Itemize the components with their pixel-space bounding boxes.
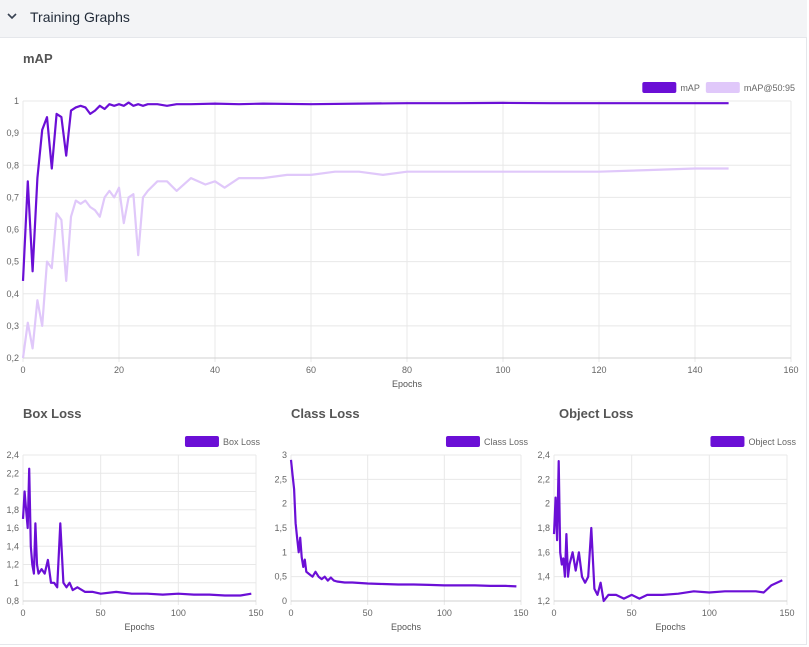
x-tick-label: 0 <box>20 365 25 375</box>
x-axis-label: Epochs <box>392 379 423 389</box>
section-title: Training Graphs <box>30 9 130 25</box>
class-loss-chart: 0 0,5 1 1,5 2 2,5 3 0 50 100 150 Epochs Class Loss <box>274 436 529 632</box>
y-tick-label: 1,4 <box>537 572 550 582</box>
y-tick-label: 0,4 <box>6 289 19 299</box>
x-tick-label: 150 <box>513 608 528 618</box>
class-loss-chart-title: Class Loss <box>291 406 360 421</box>
y-tick-label: 0,6 <box>6 225 19 235</box>
y-tick-label: 1,2 <box>537 596 550 606</box>
x-tick-label: 50 <box>627 608 637 618</box>
legend-swatch[interactable] <box>710 436 745 447</box>
legend-swatch[interactable] <box>642 82 677 93</box>
x-tick-label: 100 <box>437 608 452 618</box>
y-tick-label: 1 <box>14 578 19 588</box>
box-loss-chart-title: Box Loss <box>23 406 82 421</box>
y-tick-label: 1,6 <box>537 547 550 557</box>
x-tick-label: 60 <box>306 365 316 375</box>
x-tick-label: 100 <box>495 365 510 375</box>
training-graphs-panel: mAP Box Loss Class Loss Object Loss <box>0 38 807 645</box>
object-loss-chart-title: Object Loss <box>559 406 634 421</box>
legend-swatch[interactable] <box>184 436 219 447</box>
y-tick-label: 1,4 <box>6 541 19 551</box>
x-tick-label: 50 <box>96 608 106 618</box>
series-line <box>21 101 729 281</box>
series-line <box>289 459 517 588</box>
legend-label: Class Loss <box>484 437 529 447</box>
legend-label: mAP <box>680 83 700 93</box>
x-tick-label: 50 <box>363 608 373 618</box>
y-tick-label: 1,6 <box>6 523 19 533</box>
x-tick-label: 0 <box>20 608 25 618</box>
x-tick-label: 20 <box>114 365 124 375</box>
y-tick-label: 2,2 <box>6 468 19 478</box>
series-line <box>552 459 783 603</box>
y-tick-label: 1,2 <box>6 560 19 570</box>
x-tick-label: 0 <box>288 608 293 618</box>
x-axis-label: Epochs <box>655 622 686 632</box>
y-tick-label: 1 <box>282 547 287 557</box>
legend-swatch[interactable] <box>705 82 740 93</box>
x-tick-label: 150 <box>779 608 794 618</box>
x-tick-label: 140 <box>687 365 702 375</box>
legend-label: mAP@50:95 <box>744 83 795 93</box>
x-tick-label: 150 <box>248 608 263 618</box>
y-tick-label: 0,7 <box>6 192 19 202</box>
x-tick-label: 160 <box>783 365 798 375</box>
legend-label: Object Loss <box>748 437 796 447</box>
y-tick-label: 0,5 <box>274 572 287 582</box>
x-tick-label: 0 <box>551 608 556 618</box>
x-tick-label: 80 <box>402 365 412 375</box>
y-tick-label: 2 <box>282 499 287 509</box>
box-loss-chart: 0,8 1 1,2 1,4 1,6 1,8 2 2,2 2,4 0 50 100 150 Epochs Bo… <box>6 436 264 632</box>
x-tick-label: 100 <box>171 608 186 618</box>
y-tick-label: 0,3 <box>6 321 19 331</box>
x-axis-label: Epochs <box>124 622 155 632</box>
y-tick-label: 0,9 <box>6 128 19 138</box>
y-tick-label: 2,4 <box>537 450 550 460</box>
legend-label: Box Loss <box>223 437 261 447</box>
y-tick-label: 2 <box>14 487 19 497</box>
y-tick-label: 1,8 <box>537 523 550 533</box>
y-tick-label: 2,2 <box>537 474 550 484</box>
y-tick-label: 2 <box>545 499 550 509</box>
y-tick-label: 0 <box>282 596 287 606</box>
series-line <box>21 467 252 597</box>
y-tick-label: 0,8 <box>6 596 19 606</box>
y-tick-label: 2,5 <box>274 474 287 484</box>
y-tick-label: 0,2 <box>6 353 19 363</box>
section-header[interactable]: Training Graphs <box>0 0 807 38</box>
y-tick-label: 0,8 <box>6 160 19 170</box>
y-tick-label: 3 <box>282 450 287 460</box>
x-tick-label: 120 <box>591 365 606 375</box>
chevron-down-icon[interactable] <box>6 10 18 22</box>
y-tick-label: 0,5 <box>6 257 19 267</box>
series-line <box>21 167 729 359</box>
y-tick-label: 1,8 <box>6 505 19 515</box>
x-tick-label: 100 <box>702 608 717 618</box>
y-tick-label: 1,5 <box>274 523 287 533</box>
y-tick-label: 2,4 <box>6 450 19 460</box>
map-chart: 0,2 0,3 0,4 0,5 0,6 0,7 0,8 0,9 1 0 20 40 60 80 100 120… <box>6 82 799 389</box>
x-tick-label: 40 <box>210 365 220 375</box>
map-chart-title: mAP <box>23 51 53 66</box>
y-tick-label: 1 <box>14 96 19 106</box>
object-loss-chart: 1,2 1,4 1,6 1,8 2 2,2 2,4 0 50 100 150 Epochs Object… <box>537 436 796 632</box>
legend-swatch[interactable] <box>445 436 480 447</box>
x-axis-label: Epochs <box>391 622 422 632</box>
